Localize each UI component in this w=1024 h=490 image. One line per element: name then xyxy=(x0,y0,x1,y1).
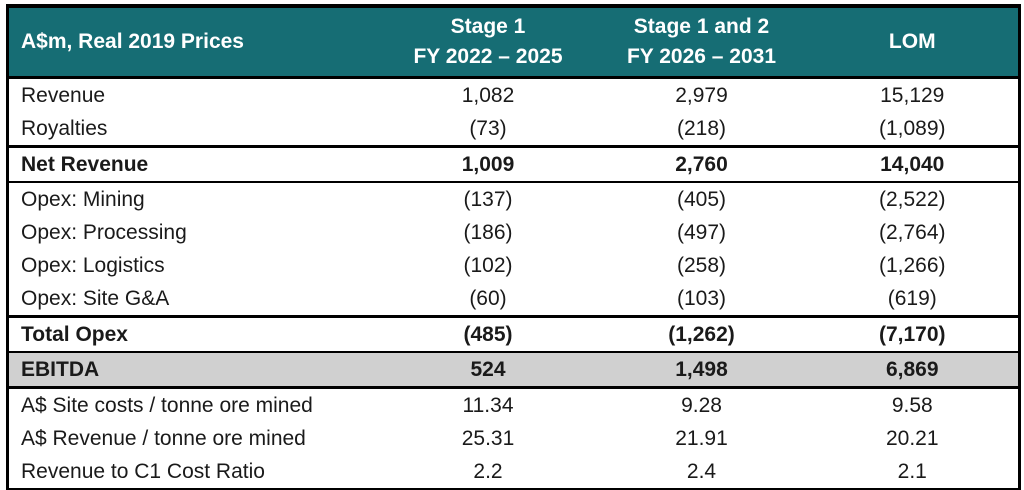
cell-value: 1,498 xyxy=(596,351,807,389)
cell-value: (73) xyxy=(379,112,597,147)
cell-value: 9.58 xyxy=(806,387,1020,422)
table-header-row: A$m, Real 2019 Prices Stage 1 FY 2022 – … xyxy=(7,6,1020,79)
cell-value: 9.28 xyxy=(596,387,807,422)
cell-value: (103) xyxy=(596,282,807,317)
table-row-total-opex: Total Opex (485) (1,262) (7,170) xyxy=(7,315,1020,353)
column-header-stage1: Stage 1 FY 2022 – 2025 xyxy=(379,6,597,79)
cell-value: (485) xyxy=(379,315,597,353)
table-title-cell: A$m, Real 2019 Prices xyxy=(7,6,380,79)
cell-value: (218) xyxy=(596,112,807,147)
row-label: Total Opex xyxy=(7,315,380,353)
row-label: Revenue to C1 Cost Ratio xyxy=(7,455,380,490)
cell-value: 2.4 xyxy=(596,455,807,490)
column-header-stage1-name: Stage 1 xyxy=(450,15,526,38)
column-header-stage1-period: FY 2022 – 2025 xyxy=(413,45,563,68)
cell-value: 2.2 xyxy=(379,455,597,490)
row-label: Royalties xyxy=(7,112,380,147)
table-row-opex-site-ga: Opex: Site G&A (60) (103) (619) xyxy=(7,282,1020,317)
cell-value: (405) xyxy=(596,182,807,216)
cell-value: (497) xyxy=(596,216,807,249)
cell-value: (2,522) xyxy=(806,182,1020,216)
cell-value: (186) xyxy=(379,216,597,249)
row-label: A$ Revenue / tonne ore mined xyxy=(7,422,380,455)
table-row-site-costs-per-tonne: A$ Site costs / tonne ore mined 11.34 9.… xyxy=(7,387,1020,422)
row-label: A$ Site costs / tonne ore mined xyxy=(7,387,380,422)
cell-value: (2,764) xyxy=(806,216,1020,249)
column-header-stage1and2-period: FY 2026 – 2031 xyxy=(626,45,777,68)
cell-value: (258) xyxy=(596,249,807,282)
cell-value: 524 xyxy=(379,351,597,389)
cell-value: (1,266) xyxy=(806,249,1020,282)
cell-value: 1,082 xyxy=(379,77,597,112)
cell-value: 2,979 xyxy=(596,77,807,112)
cell-value: (137) xyxy=(379,182,597,216)
column-header-stage1and2-name: Stage 1 and 2 xyxy=(633,15,770,38)
row-label: Opex: Mining xyxy=(7,182,380,216)
cell-value: 2,760 xyxy=(596,145,807,183)
cell-value: (60) xyxy=(379,282,597,317)
cell-value: (7,170) xyxy=(806,315,1020,353)
cell-value: 1,009 xyxy=(379,145,597,183)
table-row-revenue-per-tonne: A$ Revenue / tonne ore mined 25.31 21.91… xyxy=(7,422,1020,455)
table-row-opex-processing: Opex: Processing (186) (497) (2,764) xyxy=(7,216,1020,249)
row-label: Net Revenue xyxy=(7,145,380,183)
cell-value: 6,869 xyxy=(806,351,1020,389)
cell-value: 2.1 xyxy=(806,455,1020,490)
table-row-c1-cost-ratio: Revenue to C1 Cost Ratio 2.2 2.4 2.1 xyxy=(7,455,1020,490)
cell-value: 15,129 xyxy=(806,77,1020,112)
row-label: EBITDA xyxy=(7,351,380,389)
cell-value: 14,040 xyxy=(806,145,1020,183)
cell-value: (619) xyxy=(806,282,1020,317)
row-label: Revenue xyxy=(7,77,380,112)
cell-value: 21.91 xyxy=(596,422,807,455)
cell-value: 20.21 xyxy=(806,422,1020,455)
table-row-net-revenue: Net Revenue 1,009 2,760 14,040 xyxy=(7,145,1020,183)
financials-table: A$m, Real 2019 Prices Stage 1 FY 2022 – … xyxy=(6,4,1021,490)
column-header-stage1and2: Stage 1 and 2 FY 2026 – 2031 xyxy=(596,6,807,79)
table-row-royalties: Royalties (73) (218) (1,089) xyxy=(7,112,1020,147)
row-label: Opex: Processing xyxy=(7,216,380,249)
column-header-lom-name: LOM xyxy=(888,30,936,53)
cell-value: (1,262) xyxy=(596,315,807,353)
cell-value: 25.31 xyxy=(379,422,597,455)
cell-value: (102) xyxy=(379,249,597,282)
table-row-ebitda: EBITDA 524 1,498 6,869 xyxy=(7,351,1020,389)
cell-value: (1,089) xyxy=(806,112,1020,147)
row-label: Opex: Site G&A xyxy=(7,282,380,317)
table-row-opex-logistics: Opex: Logistics (102) (258) (1,266) xyxy=(7,249,1020,282)
table-row-revenue: Revenue 1,082 2,979 15,129 xyxy=(7,77,1020,112)
row-label: Opex: Logistics xyxy=(7,249,380,282)
table-row-opex-mining: Opex: Mining (137) (405) (2,522) xyxy=(7,182,1020,216)
cell-value: 11.34 xyxy=(379,387,597,422)
column-header-lom: LOM xyxy=(806,6,1020,79)
